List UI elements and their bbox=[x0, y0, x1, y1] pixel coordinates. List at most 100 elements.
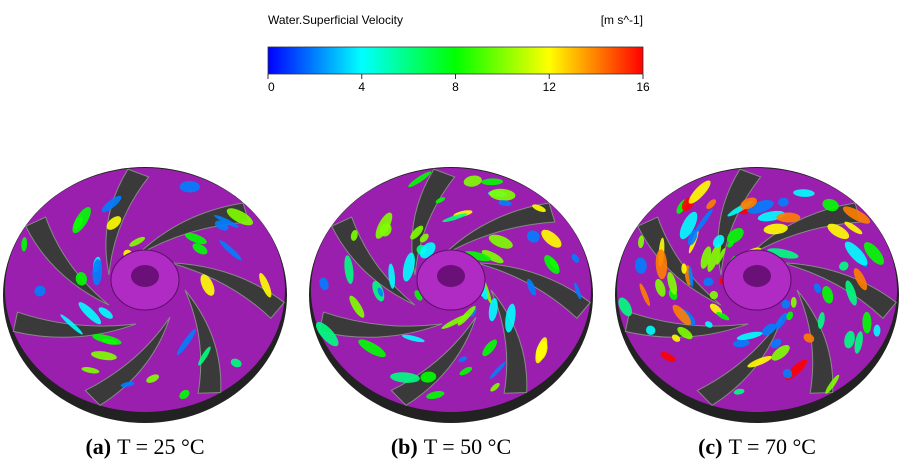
flow-blob bbox=[655, 249, 668, 280]
blade bbox=[184, 289, 222, 394]
flow-blob bbox=[700, 246, 712, 269]
flow-blob bbox=[761, 323, 777, 336]
flow-blob bbox=[179, 181, 200, 193]
blade bbox=[696, 316, 783, 406]
flow-blob bbox=[319, 277, 329, 291]
flow-blob bbox=[688, 265, 694, 288]
flow-blob bbox=[618, 297, 632, 317]
flow-blob bbox=[488, 234, 513, 249]
colorbar-tick-label: 0 bbox=[268, 80, 275, 94]
flow-blob bbox=[681, 263, 687, 274]
flow-blob bbox=[703, 277, 714, 287]
flow-blob bbox=[526, 278, 536, 296]
flow-blob bbox=[435, 197, 446, 204]
flow-blob bbox=[672, 304, 692, 326]
flow-blob bbox=[783, 369, 793, 379]
flow-blob bbox=[419, 242, 436, 259]
flow-blob bbox=[390, 372, 420, 383]
blade bbox=[390, 316, 477, 406]
flow-blob bbox=[481, 250, 504, 264]
flow-blob bbox=[489, 361, 506, 379]
flow-blob bbox=[146, 374, 160, 383]
flow-blob bbox=[839, 261, 849, 271]
flow-blob bbox=[827, 223, 850, 240]
flow-blob bbox=[763, 223, 788, 235]
flow-blob bbox=[778, 197, 789, 207]
flow-blob bbox=[75, 272, 88, 286]
flow-blob bbox=[106, 216, 122, 230]
flow-blob bbox=[747, 200, 774, 214]
flow-blob bbox=[92, 334, 122, 345]
flow-blob bbox=[844, 241, 868, 266]
blade bbox=[796, 289, 834, 394]
flow-blob bbox=[776, 212, 801, 223]
flow-blob bbox=[377, 287, 384, 297]
flow-blob bbox=[747, 355, 773, 368]
blade bbox=[781, 262, 897, 319]
flow-blob bbox=[705, 321, 713, 328]
flow-blob bbox=[457, 305, 476, 326]
flow-blob bbox=[694, 208, 713, 234]
flow-blob bbox=[853, 268, 868, 291]
flow-blob bbox=[349, 295, 365, 318]
flow-blob bbox=[192, 243, 208, 255]
hub-eye bbox=[131, 265, 159, 287]
flow-blob bbox=[490, 382, 500, 392]
flow-blob bbox=[873, 324, 881, 337]
flow-blob bbox=[482, 339, 498, 357]
blade bbox=[318, 311, 443, 338]
flow-blob bbox=[825, 374, 840, 394]
flow-blob bbox=[645, 325, 656, 335]
flow-blob bbox=[655, 279, 666, 297]
flow-blob bbox=[793, 189, 815, 197]
flow-blob bbox=[98, 307, 113, 319]
flow-blob bbox=[854, 331, 863, 354]
flow-blob bbox=[634, 257, 647, 274]
flow-blob bbox=[571, 254, 580, 263]
flow-blob bbox=[736, 331, 763, 341]
flow-blob bbox=[822, 285, 834, 304]
flow-blob bbox=[21, 237, 28, 252]
flow-blob bbox=[733, 388, 745, 395]
colorbar bbox=[267, 46, 644, 75]
caption-tag: (c) bbox=[698, 434, 722, 459]
flow-blob bbox=[90, 351, 117, 361]
flow-blob bbox=[402, 252, 415, 282]
flow-blob bbox=[481, 178, 504, 186]
flow-blob bbox=[732, 339, 750, 348]
flow-blob bbox=[862, 311, 872, 334]
flow-blob bbox=[419, 233, 429, 243]
blade bbox=[135, 202, 250, 257]
flow-blob bbox=[388, 263, 396, 289]
flow-blob bbox=[379, 223, 392, 237]
flow-blob bbox=[639, 283, 650, 307]
flow-blob bbox=[78, 302, 102, 325]
flow-blob bbox=[526, 230, 540, 243]
flow-blob bbox=[688, 180, 711, 204]
flow-blob bbox=[712, 234, 725, 248]
colorbar-unit: [m s^-1] bbox=[601, 13, 643, 27]
caption: (b) T = 50 °C bbox=[391, 434, 511, 459]
flow-blob bbox=[458, 356, 467, 363]
flow-blob bbox=[574, 282, 582, 300]
flow-blob bbox=[219, 240, 242, 261]
flow-blob bbox=[34, 285, 46, 297]
flow-blob bbox=[770, 338, 782, 349]
flow-blob bbox=[230, 358, 242, 368]
flow-blob bbox=[408, 171, 432, 188]
caption-text: T = 25 °C bbox=[117, 434, 204, 459]
flow-blob bbox=[842, 206, 871, 224]
flow-blob bbox=[505, 303, 516, 333]
flow-blob bbox=[426, 390, 445, 400]
flow-blob bbox=[638, 235, 645, 249]
caption-text: T = 50 °C bbox=[424, 434, 511, 459]
flow-blob bbox=[740, 197, 757, 210]
flow-blob bbox=[344, 255, 354, 285]
flow-blob bbox=[822, 198, 839, 212]
flow-blob bbox=[771, 344, 790, 361]
colorbar-tick-label: 12 bbox=[543, 80, 557, 94]
flow-blob bbox=[72, 207, 91, 234]
flow-blob bbox=[541, 229, 562, 248]
flow-blob bbox=[667, 272, 678, 295]
